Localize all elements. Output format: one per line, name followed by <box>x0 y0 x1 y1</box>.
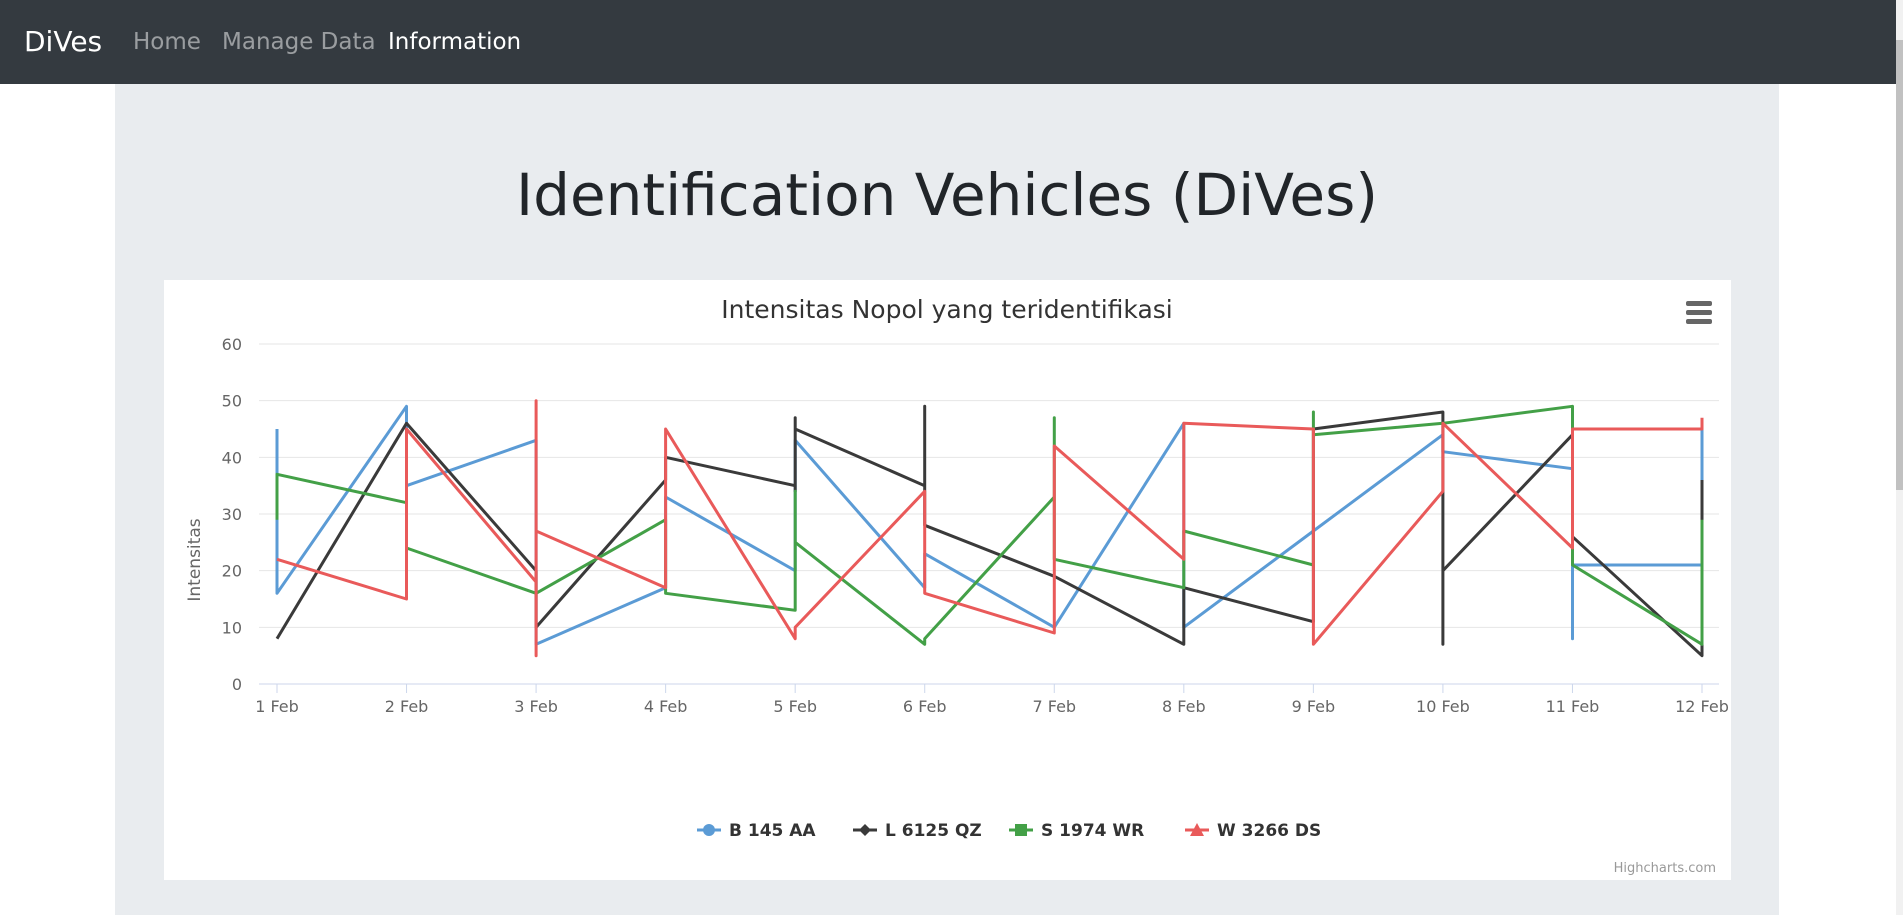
y-tick-label: 40 <box>222 448 242 467</box>
brand-logo[interactable]: DiVes <box>24 25 103 58</box>
x-tick-label: 6 Feb <box>903 697 947 716</box>
series-line-4[interactable] <box>276 399 1704 658</box>
scrollbar-thumb[interactable] <box>1896 40 1903 490</box>
nav-home[interactable]: Home <box>133 29 201 55</box>
x-tick-label: 8 Feb <box>1162 697 1206 716</box>
chart-credits[interactable]: Highcharts.com <box>1614 861 1716 876</box>
x-tick-label: 7 Feb <box>1032 697 1076 716</box>
y-tick-label: 10 <box>222 618 242 637</box>
line-chart: 0 10 20 30 40 50 60 1 Feb 2 Feb 3 Feb 4 Feb 5 Feb 6 … <box>185 295 1729 876</box>
x-tick-label: 12 Feb <box>1675 697 1729 716</box>
legend-triangle-marker <box>1190 823 1204 836</box>
y-tick-label: 0 <box>232 675 242 694</box>
x-tick-label: 11 Feb <box>1546 697 1600 716</box>
series-line-1[interactable] <box>275 404 1704 646</box>
series-line-2[interactable] <box>275 404 1704 658</box>
hamburger-menu-icon[interactable] <box>1686 301 1714 325</box>
legend-label: W 3266 DS <box>1217 821 1321 841</box>
y-tick-label: 60 <box>222 335 242 354</box>
y-tick-label: 30 <box>222 505 242 524</box>
legend-label: S 1974 WR <box>1041 821 1144 841</box>
page-title: Identification Vehicles (DiVes) <box>516 161 1378 229</box>
x-tick-label: 9 Feb <box>1292 697 1336 716</box>
legend-square-marker <box>1015 824 1027 836</box>
top-navbar: DiVes Home Manage Data Information <box>0 0 1896 84</box>
y-tick-label: 50 <box>222 392 242 411</box>
series-line-3[interactable] <box>275 404 1704 646</box>
nav-manage-data[interactable]: Manage Data <box>222 29 376 55</box>
x-tick-label: 3 Feb <box>514 697 558 716</box>
x-tick-label: 10 Feb <box>1416 697 1470 716</box>
y-axis-label: Intensitas <box>185 518 205 601</box>
y-tick-label: 20 <box>222 562 242 581</box>
legend-item-4[interactable]: W 3266 DS <box>1185 821 1321 841</box>
x-tick-label: 2 Feb <box>385 697 429 716</box>
legend-label: B 145 AA <box>729 821 816 841</box>
legend-item-2[interactable]: L 6125 QZ <box>853 821 982 841</box>
page-scrollbar[interactable] <box>1896 0 1903 915</box>
legend-label: L 6125 QZ <box>885 821 982 841</box>
x-tick-label: 5 Feb <box>773 697 817 716</box>
chart-title: Intensitas Nopol yang teridentifikasi <box>721 295 1172 324</box>
jumbotron: Identification Vehicles (DiVes) 0 10 20 30 4… <box>115 84 1779 915</box>
chart-container: 0 10 20 30 40 50 60 1 Feb 2 Feb 3 Feb 4 Feb 5 Feb 6 … <box>164 280 1731 880</box>
x-tick-label: 1 Feb <box>255 697 299 716</box>
legend-item-1[interactable]: B 145 AA <box>697 821 816 841</box>
nav-information[interactable]: Information <box>388 29 522 55</box>
x-tick-label: 4 Feb <box>644 697 688 716</box>
legend-item-3[interactable]: S 1974 WR <box>1009 821 1144 841</box>
legend-circle-marker <box>703 824 715 836</box>
legend-diamond-marker <box>859 824 871 836</box>
